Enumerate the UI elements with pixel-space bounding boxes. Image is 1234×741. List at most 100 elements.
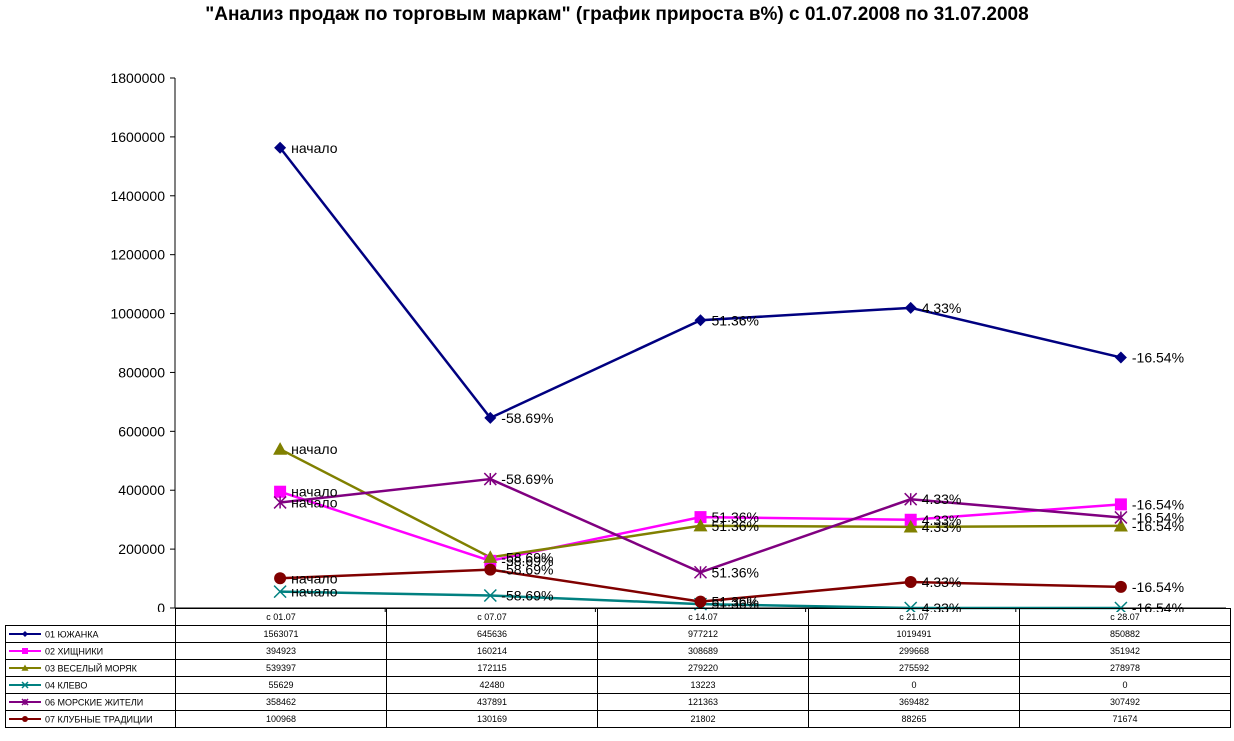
star-marker [904, 492, 918, 506]
x-tick-label: с 14.07 [597, 608, 809, 626]
y-tick-label: 800000 [118, 364, 165, 380]
data-label: начало [291, 570, 338, 586]
circle-marker [904, 576, 917, 589]
table-row: 06 МОРСКИЕ ЖИТЕЛИ 358462 437891 121363 36948… [5, 693, 1231, 711]
table-cell: 850882 [1019, 625, 1231, 643]
table-corner [5, 608, 176, 626]
legend-entry: 07 КЛУБНЫЕ ТРАДИЦИИ [5, 710, 176, 728]
data-label: 4.33% [922, 300, 962, 316]
table-header-row: с 01.07 с 07.07 с 14.07 с 21.07 с 28.07 [5, 608, 1231, 626]
data-label: -58.69% [501, 471, 553, 487]
y-tick-label: 1000000 [110, 306, 165, 322]
legend-entry: 02 ХИЩНИКИ [5, 642, 176, 660]
diamond-marker [1114, 351, 1127, 364]
data-label: начало [291, 140, 338, 156]
table-cell: 1563071 [175, 625, 387, 643]
diamond-marker [694, 314, 707, 327]
legend-key-icon [9, 648, 41, 655]
data-label: начало [291, 484, 338, 500]
table-cell: 160214 [386, 642, 598, 660]
y-tick-label: 1200000 [110, 247, 165, 263]
data-label: -58.69% [501, 562, 553, 578]
star-marker [1114, 510, 1128, 524]
y-tick-label: 200000 [118, 541, 165, 557]
y-tick-label: 600000 [118, 423, 165, 439]
legend-key-icon [9, 631, 41, 638]
diamond-marker [274, 141, 287, 154]
data-label: -16.54% [1132, 349, 1184, 365]
data-label: 4.33% [922, 574, 962, 590]
table-cell: 437891 [386, 693, 598, 711]
triangle-marker [273, 442, 288, 455]
data-label: начало [291, 494, 338, 510]
legend-label: 06 МОРСКИЕ ЖИТЕЛИ [45, 697, 144, 708]
table-cell: 645636 [386, 625, 598, 643]
table-cell: 0 [808, 676, 1020, 694]
table-cell: 278978 [1019, 659, 1231, 677]
triangle-marker [21, 664, 29, 672]
circle-marker [484, 563, 497, 576]
series-line [279, 448, 1121, 559]
circle-marker [694, 595, 707, 608]
table-cell: 369482 [808, 693, 1020, 711]
square-marker [1114, 498, 1127, 511]
table-cell: 130169 [386, 710, 598, 728]
legend-label: 02 ХИЩНИКИ [45, 646, 104, 657]
legend-label: 03 ВЕСЕЛЫЙ МОРЯК [45, 663, 137, 674]
table-row: 03 ВЕСЕЛЫЙ МОРЯК 539397 172115 279220 275592… [5, 659, 1231, 677]
table-cell: 279220 [597, 659, 809, 677]
legend-entry: 04 КЛЕВО [5, 676, 176, 694]
data-label: 51.36% [712, 312, 759, 328]
table-cell: 1019491 [808, 625, 1020, 643]
table-cell: 172115 [386, 659, 598, 677]
table-cell: 55629 [175, 676, 387, 694]
table-cell: 21802 [597, 710, 809, 728]
diamond-marker [904, 301, 917, 314]
data-label: начало [291, 441, 338, 457]
table-cell: 0 [1019, 676, 1231, 694]
legend-key-icon [9, 681, 41, 689]
diamond-marker [22, 631, 28, 638]
triangle-marker [693, 518, 708, 532]
data-label: 4.33% [922, 491, 962, 507]
triangle-marker [483, 550, 498, 563]
table-row: 02 ХИЩНИКИ 394923 160214 308689 299668 351942 [5, 642, 1231, 660]
table-cell: 394923 [175, 642, 387, 660]
legend-label: 07 КЛУБНЫЕ ТРАДИЦИИ [45, 714, 153, 725]
x-marker [483, 588, 497, 603]
x-marker [273, 585, 287, 599]
data-label: -58.69% [501, 553, 553, 569]
line-chart: 1800000 1600000 1400000 1200000 1000000 80000… [110, 70, 1226, 612]
data-label: -58.69% [501, 549, 553, 565]
table-cell: 308689 [597, 642, 809, 660]
table-cell: 299668 [808, 642, 1020, 660]
legend-label: 01 ЮЖАНКА [45, 629, 99, 640]
data-label: 51.36% [712, 518, 759, 534]
data-label: -16.54% [1132, 518, 1184, 534]
data-label: -16.54% [1132, 496, 1184, 512]
table-cell: 358462 [175, 693, 387, 711]
table-row: 07 КЛУБНЫЕ ТРАДИЦИИ 100968 130169 21802 8826… [5, 710, 1231, 728]
table-cell: 42480 [386, 676, 598, 694]
table-cell: 100968 [175, 710, 387, 728]
table-cell: 307492 [1019, 693, 1231, 711]
point-labels: начало -58.69% 51.36% 4.33% -16.54% начало -58… [291, 140, 1184, 612]
square-marker [694, 511, 707, 524]
legend-key-icon [9, 664, 41, 672]
table-row: 04 КЛЕВО 55629 42480 13223 0 0 [5, 676, 1231, 694]
data-label: -16.54% [1132, 579, 1184, 595]
legend-key-icon [9, 716, 41, 723]
legend-entry: 01 ЮЖАНКА [5, 625, 176, 643]
star-marker [21, 698, 29, 706]
axes: 1800000 1600000 1400000 1200000 1000000 80000… [110, 70, 1226, 612]
data-label: 51.36% [712, 564, 759, 580]
data-label: -58.69% [501, 587, 553, 603]
x-tick-label: с 07.07 [386, 608, 598, 626]
table-cell: 13223 [597, 676, 809, 694]
table-cell: 539397 [175, 659, 387, 677]
circle-marker [274, 572, 287, 585]
y-tick-label: 1600000 [110, 129, 165, 145]
y-tick-label: 1800000 [110, 70, 165, 86]
series-line [279, 146, 1122, 420]
data-label: начало [291, 584, 338, 600]
